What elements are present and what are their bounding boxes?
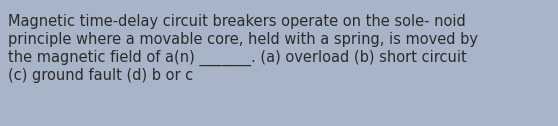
Text: (c) ground fault (d) b or c: (c) ground fault (d) b or c [8, 68, 193, 83]
Text: principle where a movable core, held with a spring, is moved by: principle where a movable core, held wit… [8, 32, 478, 47]
Text: Magnetic time-delay circuit breakers operate on the sole- noid: Magnetic time-delay circuit breakers ope… [8, 14, 466, 29]
Text: the magnetic field of a(n) _______. (a) overload (b) short circuit: the magnetic field of a(n) _______. (a) … [8, 50, 466, 66]
